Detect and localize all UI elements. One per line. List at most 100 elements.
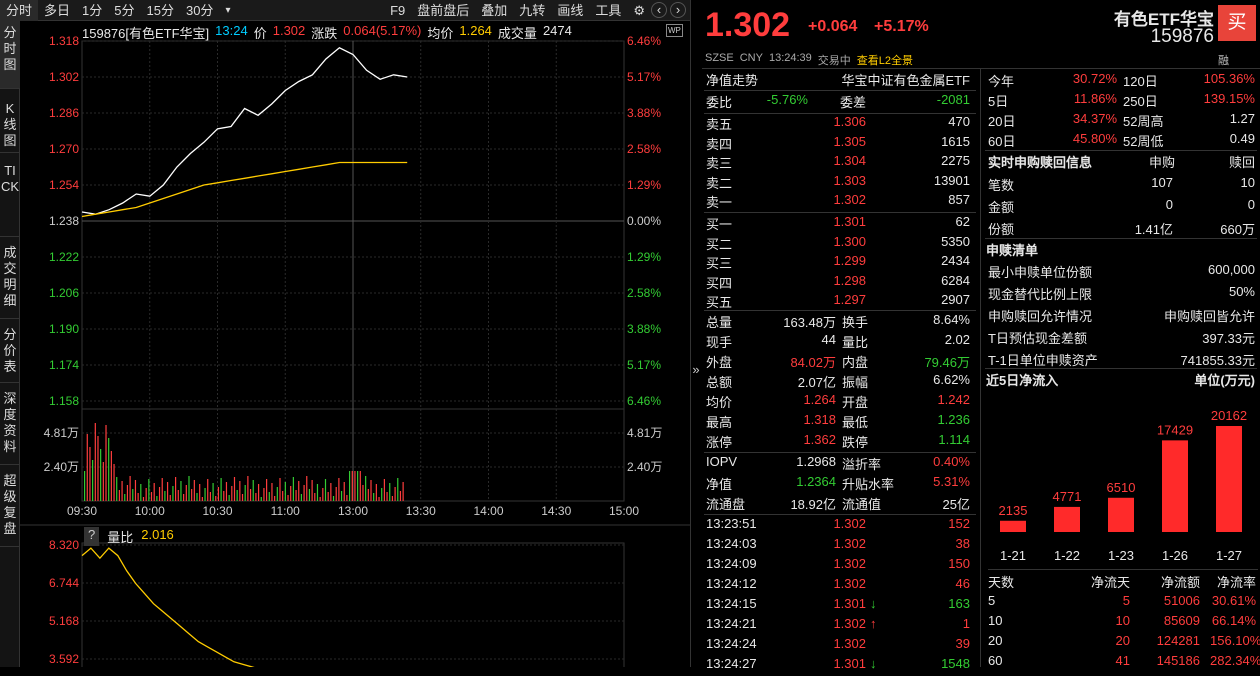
volume-bar <box>279 478 281 501</box>
volume-bar <box>105 425 107 501</box>
time-axis-tick: 14:00 <box>473 504 503 518</box>
redemption-list-title: 申赎清单 <box>986 243 1039 258</box>
perf-row: 5日 11.86% 250日 139.15% <box>985 91 1257 111</box>
change-value: 0.064(5.17%) <box>343 23 422 38</box>
quote-meta: SZSE CNY 13:24:39 交易中 查看L2全景 <box>705 52 913 68</box>
order-ratio-row: 委比 -5.76% 委差 -2081 <box>704 92 976 112</box>
prev-icon[interactable]: ‹ <box>651 2 667 18</box>
volratio-axis-tick: 6.744 <box>49 576 79 590</box>
volume-bar <box>290 486 292 501</box>
redemption-row: 申购赎回允许情况 申购赎回皆允许 <box>985 306 1257 326</box>
nav-super-review[interactable]: 超级复盘 <box>0 465 20 547</box>
volume-bar <box>255 493 257 501</box>
perf-label: 20日 <box>988 114 1016 129</box>
ask-row: 卖二 1.303 13901 <box>704 173 976 193</box>
stat-row: 现手 44 量比 2.02 <box>704 332 976 352</box>
etf-stat-value: 0.40% <box>933 454 970 469</box>
next-icon[interactable]: › <box>670 2 686 18</box>
margin-badge: 融 <box>1218 55 1229 67</box>
nav-trade-detail[interactable]: 成交明细 <box>0 237 20 319</box>
volume-bar <box>322 488 324 501</box>
chart-toolbar: 分时 多日 1分 5分 15分 30分 ▾ F9 盘前盘后 叠加 九转 画线 工… <box>0 0 690 21</box>
price-axis-tick: 1.286 <box>49 106 79 120</box>
redeem-value: 0 <box>1247 197 1255 212</box>
pct-axis-tick: 3.88% <box>627 106 661 120</box>
stat-label: 量比 <box>842 335 869 350</box>
nine-turn-button[interactable]: 九转 <box>519 2 546 18</box>
ask-price: 1.306 <box>833 114 866 129</box>
overlay-button[interactable]: 叠加 <box>481 2 508 18</box>
volratio-axis-tick: 8.320 <box>49 538 79 552</box>
net-inflow-date: 1-27 <box>1216 548 1242 563</box>
subscription-label: 笔数 <box>988 178 1015 193</box>
ask-level-label: 卖五 <box>706 117 733 132</box>
tab-30min[interactable]: 30分 <box>185 2 214 18</box>
tab-15min[interactable]: 15分 <box>146 2 174 18</box>
stat-label: 现手 <box>706 335 733 350</box>
volume-bar <box>276 487 278 501</box>
nav-depth-data[interactable]: 深度资料 <box>0 383 20 465</box>
net-inflow-table-row: 60 41 145186 282.34% <box>988 653 1260 673</box>
volume-bar <box>252 480 254 501</box>
etf-stat-label: 升贴水率 <box>842 477 895 492</box>
net-inflow-bar-label: 6510 <box>1107 480 1136 495</box>
l2-link[interactable]: 查看L2全景 <box>856 55 914 67</box>
pct-axis-tick: 2.58% <box>627 142 661 156</box>
tab-multiday[interactable]: 多日 <box>44 2 71 18</box>
bid-price: 1.297 <box>833 292 866 307</box>
f9-button[interactable]: F9 <box>390 2 406 18</box>
redemption-label: T日预估现金差额 <box>988 331 1087 346</box>
volume-bar <box>375 484 377 501</box>
tab-5min[interactable]: 5分 <box>114 2 135 18</box>
pct-axis-tick: 1.29% <box>627 250 661 264</box>
price-axis-tick: 1.270 <box>49 142 79 156</box>
ask-level-label: 卖四 <box>706 136 733 152</box>
settings-icon[interactable]: ⚙ <box>633 2 645 18</box>
nav-price-table[interactable]: 分价表 <box>0 319 20 383</box>
stat-value: 1.264 <box>803 392 836 407</box>
nav-intraday-chart[interactable]: 分时图 <box>0 21 20 89</box>
draw-line-button[interactable]: 画线 <box>557 2 584 18</box>
bid-row: 买三 1.299 2434 <box>704 253 976 273</box>
tab-1min[interactable]: 1分 <box>82 2 103 18</box>
chart-code-name: 159876[有色ETF华宝] <box>82 26 210 41</box>
stat-label: 开盘 <box>842 395 869 410</box>
ask-row: 卖四 1.305 1615 <box>704 134 976 154</box>
volume-bar <box>86 434 88 501</box>
help-icon[interactable]: ? <box>84 527 100 546</box>
period-dropdown-icon[interactable]: ▾ <box>225 4 231 16</box>
net-inflow-cell: 145186 <box>1156 653 1200 668</box>
ask-volume: 2275 <box>941 153 970 168</box>
nav-kline-chart[interactable]: K线图 <box>0 89 20 153</box>
volume-bar <box>166 482 169 501</box>
volume-bar <box>346 495 348 501</box>
volume-bar <box>373 493 375 501</box>
net-inflow-bar-label: 20162 <box>1211 408 1247 423</box>
perf-value: 0.49 <box>1229 131 1255 146</box>
volume-bar <box>140 484 142 501</box>
stat-value: 1.242 <box>937 392 970 407</box>
buy-button[interactable]: 买 <box>1218 5 1256 41</box>
tab-intraday[interactable]: 分时 <box>0 0 39 21</box>
premarket-button[interactable]: 盘前盘后 <box>417 2 470 18</box>
nav-tick[interactable]: TICK <box>0 153 20 237</box>
volume-bar <box>145 488 147 501</box>
ask-level-label: 卖三 <box>706 156 733 171</box>
pct-axis-tick: 1.29% <box>627 178 661 192</box>
volume-bar <box>271 483 273 501</box>
net-inflow-cell: 20 <box>988 633 1003 648</box>
tools-button[interactable]: 工具 <box>595 2 622 18</box>
perf-row: 今年 30.72% 120日 105.36% <box>985 71 1257 91</box>
bid-level-label: 买一 <box>706 217 733 232</box>
volume-bar <box>241 494 244 501</box>
volume-bar <box>236 490 238 501</box>
price-label: 价 <box>253 26 267 41</box>
expand-panel-icon[interactable]: » <box>692 362 700 377</box>
quote-panel: 1.302 +0.064 +5.17% SZSE CNY 13:24:39 交易… <box>702 0 980 667</box>
price-axis-tick: 1.158 <box>49 394 79 408</box>
wp-badge[interactable]: WP <box>666 24 683 37</box>
fund-full-name: 华宝中证有色金属ETF <box>841 73 970 88</box>
order-ratio-label: 委比 <box>706 95 733 110</box>
ask-price: 1.305 <box>833 133 866 149</box>
stat-value: 84.02万 <box>790 355 836 370</box>
